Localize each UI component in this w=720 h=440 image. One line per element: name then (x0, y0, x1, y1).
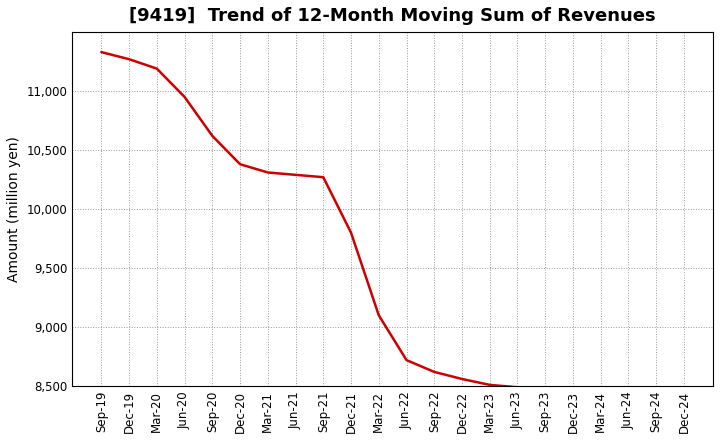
Y-axis label: Amount (million yen): Amount (million yen) (7, 136, 21, 282)
Title: [9419]  Trend of 12-Month Moving Sum of Revenues: [9419] Trend of 12-Month Moving Sum of R… (130, 7, 656, 25)
